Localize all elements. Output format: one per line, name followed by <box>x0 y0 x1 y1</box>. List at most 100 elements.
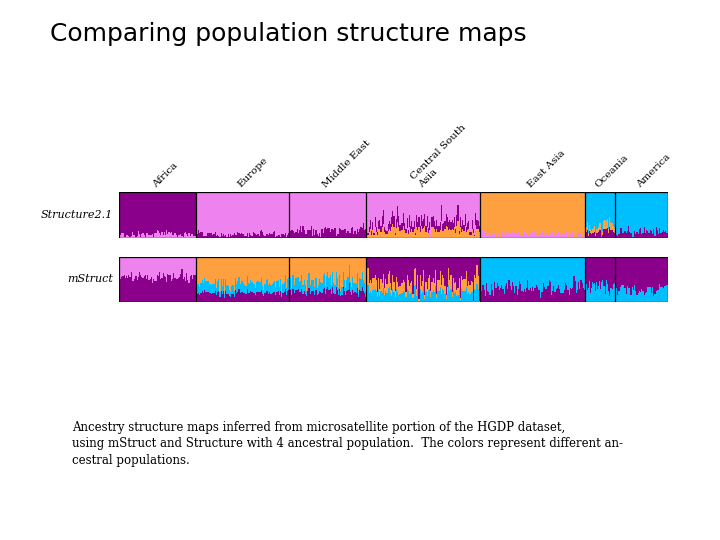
Bar <box>544 236 545 238</box>
Bar <box>454 227 455 238</box>
Bar <box>398 227 400 238</box>
Bar <box>584 235 585 238</box>
Bar <box>178 278 179 302</box>
Bar <box>444 286 446 294</box>
Bar <box>628 288 629 302</box>
Bar <box>251 236 253 238</box>
Bar <box>189 276 191 302</box>
Bar <box>262 294 264 302</box>
Bar <box>211 294 212 302</box>
Bar <box>292 288 293 302</box>
Bar <box>405 233 407 238</box>
Bar <box>457 221 459 238</box>
Bar <box>361 272 363 287</box>
Bar <box>607 284 608 302</box>
Bar <box>294 285 295 293</box>
Bar <box>312 291 313 302</box>
Bar <box>647 287 649 302</box>
Bar <box>442 275 444 288</box>
Bar <box>366 279 367 291</box>
Bar <box>288 291 289 302</box>
Bar <box>167 274 168 302</box>
Bar <box>431 292 433 302</box>
Bar <box>492 290 493 302</box>
Bar <box>269 293 271 302</box>
Bar <box>448 221 449 229</box>
Bar <box>410 226 411 232</box>
Bar <box>376 280 377 291</box>
Bar <box>156 281 157 302</box>
Bar <box>366 230 367 238</box>
Bar <box>646 292 647 302</box>
Bar <box>415 233 416 235</box>
Bar <box>582 283 583 302</box>
Bar <box>174 233 176 238</box>
Bar <box>262 232 264 238</box>
Bar <box>341 230 343 238</box>
Bar <box>163 276 165 302</box>
Bar <box>269 233 271 238</box>
Bar <box>378 230 379 238</box>
Bar <box>390 231 391 238</box>
Bar <box>207 281 209 292</box>
Bar <box>644 227 645 238</box>
Bar <box>466 287 467 302</box>
Bar <box>571 232 572 238</box>
Bar <box>607 228 608 238</box>
Bar <box>416 296 417 302</box>
Bar <box>220 279 222 291</box>
Bar <box>199 287 200 295</box>
Bar <box>517 235 518 238</box>
Bar <box>446 226 447 238</box>
Bar <box>246 294 247 302</box>
Bar <box>526 234 527 238</box>
Bar <box>613 284 614 302</box>
Bar <box>230 234 231 238</box>
Bar <box>409 215 410 226</box>
Bar <box>174 278 176 302</box>
Bar <box>395 296 396 302</box>
Bar <box>307 292 308 302</box>
Bar <box>539 235 540 238</box>
Bar <box>590 293 591 302</box>
Bar <box>665 286 667 302</box>
Bar <box>297 276 299 289</box>
Bar <box>332 229 333 238</box>
Bar <box>300 281 301 292</box>
Bar <box>597 233 598 238</box>
Bar <box>423 219 424 228</box>
Bar <box>233 233 235 238</box>
Bar <box>379 295 380 302</box>
Bar <box>202 280 203 291</box>
Bar <box>440 222 441 230</box>
Bar <box>237 232 238 238</box>
Bar <box>493 234 494 238</box>
Bar <box>321 293 323 302</box>
Bar <box>553 286 554 302</box>
Bar <box>396 219 397 228</box>
Bar <box>652 287 653 302</box>
Bar <box>205 292 206 302</box>
Bar <box>435 270 436 286</box>
Bar <box>460 300 461 302</box>
Bar <box>457 295 459 302</box>
Bar <box>564 233 565 238</box>
Bar <box>467 224 468 231</box>
Bar <box>224 294 225 298</box>
Bar <box>305 294 306 302</box>
Bar <box>237 281 238 292</box>
Bar <box>251 282 253 292</box>
Bar <box>613 226 614 232</box>
Bar <box>333 293 334 302</box>
Bar <box>325 294 326 302</box>
Bar <box>361 287 363 302</box>
Bar <box>231 286 233 294</box>
Bar <box>413 269 415 286</box>
Bar <box>137 280 138 302</box>
Bar <box>595 236 596 238</box>
Bar <box>416 289 417 296</box>
Bar <box>474 237 475 238</box>
Bar <box>370 220 371 228</box>
Bar <box>369 293 370 302</box>
Bar <box>639 229 640 238</box>
